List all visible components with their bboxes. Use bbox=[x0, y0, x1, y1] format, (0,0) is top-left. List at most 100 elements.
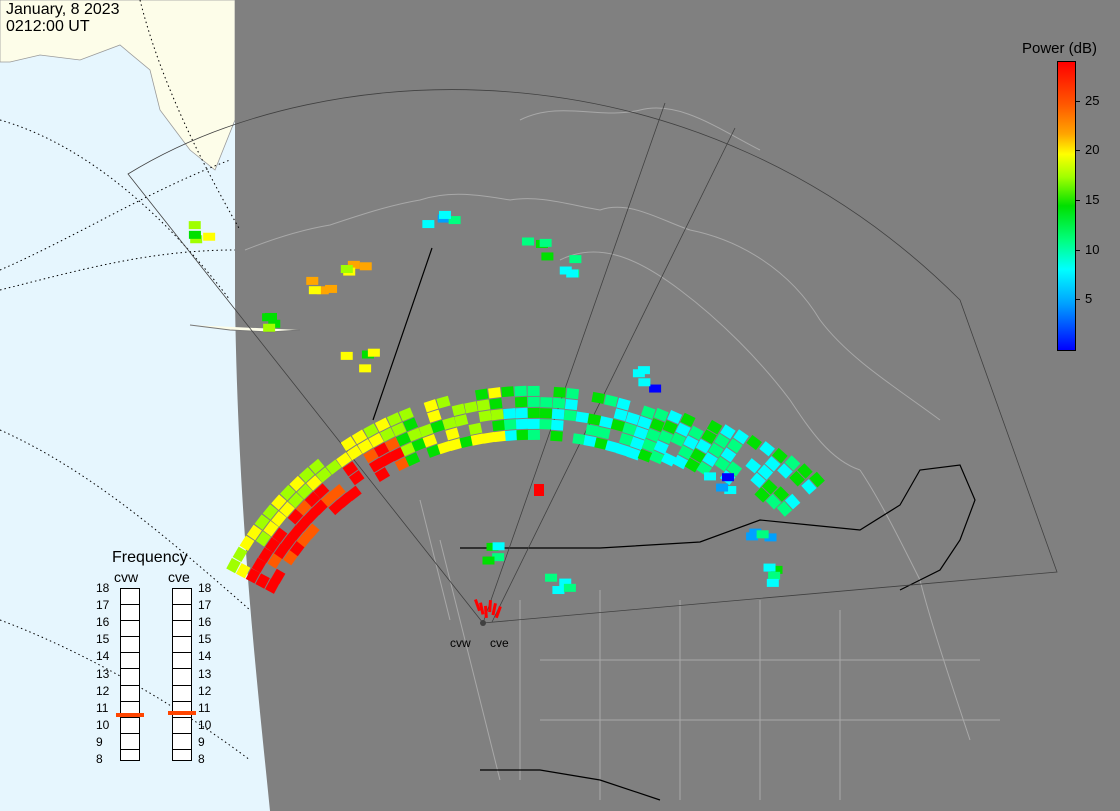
backscatter-cell bbox=[459, 435, 474, 449]
backscatter-cell bbox=[539, 408, 553, 419]
frequency-tick-label-cvw: 12 bbox=[96, 683, 110, 698]
backscatter-cell bbox=[295, 516, 312, 532]
backscatter-cell bbox=[599, 416, 614, 429]
backscatter-cell bbox=[649, 384, 662, 393]
backscatter-cell bbox=[551, 408, 565, 420]
backscatter-cell bbox=[575, 411, 589, 424]
backscatter-cell bbox=[552, 586, 565, 595]
colorbar-tick-label: 25 bbox=[1085, 92, 1100, 108]
backscatter-cell bbox=[550, 419, 564, 431]
backscatter-cell bbox=[321, 491, 337, 508]
backscatter-cell bbox=[501, 386, 515, 398]
backscatter-cell bbox=[721, 473, 734, 482]
backscatter-cell bbox=[695, 438, 712, 454]
backscatter-cell bbox=[540, 397, 553, 408]
backscatter-cell bbox=[756, 530, 769, 539]
backscatter-cell bbox=[478, 602, 485, 615]
backscatter-cell bbox=[629, 436, 645, 451]
backscatter-cell bbox=[246, 524, 262, 541]
backscatter-cell bbox=[188, 221, 201, 230]
backscatter-cell bbox=[289, 475, 305, 492]
backscatter-cell bbox=[262, 504, 278, 520]
backscatter-cell bbox=[714, 433, 730, 449]
radar-site-marker[interactable] bbox=[480, 620, 486, 626]
backscatter-cell bbox=[468, 422, 483, 435]
backscatter-cell bbox=[271, 511, 287, 527]
backscatter-cell bbox=[733, 429, 749, 445]
backscatter-cell bbox=[258, 547, 273, 563]
backscatter-cell bbox=[797, 463, 813, 479]
frequency-marker-cvw bbox=[116, 712, 144, 717]
backscatter-cell bbox=[702, 452, 718, 467]
backscatter-cell bbox=[264, 537, 280, 553]
backscatter-cell bbox=[678, 445, 694, 460]
frequency-cell bbox=[173, 653, 191, 670]
backscatter-cell bbox=[488, 387, 502, 399]
backscatter-cell bbox=[610, 418, 625, 432]
backscatter-cell bbox=[403, 417, 419, 432]
frequency-cell bbox=[173, 605, 191, 622]
backscatter-cell bbox=[504, 430, 518, 442]
frequency-tick-label-cve: 14 bbox=[198, 649, 212, 664]
backscatter-cell bbox=[255, 573, 270, 589]
frequency-tick-label-cvw: 16 bbox=[96, 615, 110, 630]
backscatter-cell bbox=[340, 436, 357, 452]
backscatter-cell bbox=[411, 437, 427, 452]
backscatter-cell bbox=[670, 432, 686, 447]
backscatter-cell bbox=[486, 542, 499, 551]
backscatter-cell bbox=[645, 428, 661, 443]
frequency-bar-cve bbox=[172, 588, 192, 761]
backscatter-cell bbox=[363, 423, 379, 438]
backscatter-cell bbox=[757, 464, 774, 480]
backscatter-cell bbox=[539, 238, 552, 247]
frequency-cell bbox=[121, 605, 139, 622]
backscatter-cell bbox=[764, 456, 781, 472]
backscatter-cell bbox=[407, 427, 423, 442]
frequency-cell bbox=[121, 686, 139, 702]
backscatter-cell bbox=[653, 407, 669, 422]
backscatter-cell bbox=[514, 396, 528, 408]
backscatter-cell bbox=[445, 427, 460, 441]
backscatter-cell bbox=[672, 454, 689, 470]
frequency-radar-cve-label: cve bbox=[168, 569, 190, 585]
backscatter-cell bbox=[491, 603, 497, 616]
backscatter-cell bbox=[566, 269, 579, 278]
backscatter-cell bbox=[454, 414, 469, 427]
frequency-cell bbox=[173, 702, 191, 718]
backscatter-cell bbox=[374, 417, 391, 432]
backscatter-cell bbox=[649, 418, 665, 432]
backscatter-cell bbox=[515, 418, 529, 430]
backscatter-cell bbox=[572, 433, 586, 445]
backscatter-cell bbox=[587, 413, 602, 426]
backscatter-cell bbox=[632, 369, 645, 378]
frequency-cell bbox=[173, 589, 191, 606]
backscatter-cell bbox=[384, 437, 401, 452]
colorbar-tick-label: 5 bbox=[1085, 291, 1093, 307]
backscatter-cell bbox=[476, 399, 491, 412]
backscatter-cell bbox=[768, 571, 781, 580]
backscatter-cell bbox=[550, 430, 563, 442]
backscatter-cell bbox=[564, 398, 578, 411]
backscatter-cell bbox=[585, 424, 600, 437]
backscatter-cell bbox=[770, 565, 783, 574]
backscatter-cell bbox=[315, 467, 332, 483]
backscatter-cell bbox=[493, 430, 507, 443]
backscatter-cell bbox=[622, 422, 637, 436]
backscatter-cell bbox=[190, 235, 203, 244]
backscatter-cell bbox=[541, 252, 554, 261]
radar-fields-of-view bbox=[127, 89, 1058, 624]
backscatter-cell bbox=[379, 427, 396, 442]
colorbar-tick-mark bbox=[1075, 299, 1080, 301]
backscatter-cell bbox=[342, 461, 359, 477]
backscatter-cell bbox=[437, 440, 452, 455]
backscatter-cell bbox=[516, 429, 529, 441]
backscatter-cell bbox=[280, 484, 296, 501]
backscatter-cell bbox=[603, 394, 618, 407]
backscatter-cell bbox=[391, 422, 407, 437]
backscatter-cell bbox=[395, 432, 412, 447]
backscatter-cell bbox=[772, 447, 788, 464]
backscatter-cell bbox=[706, 419, 723, 435]
backscatter-cell bbox=[368, 457, 385, 473]
